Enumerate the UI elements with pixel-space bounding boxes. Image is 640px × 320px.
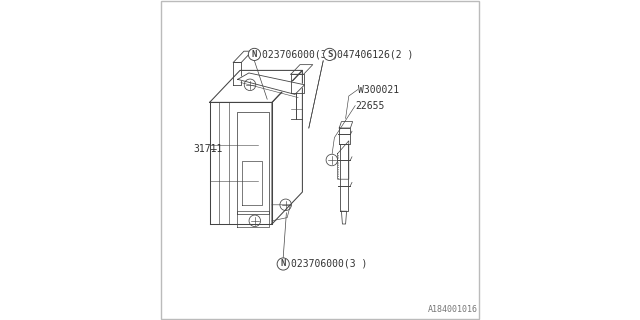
Circle shape <box>248 48 260 60</box>
Polygon shape <box>237 73 305 94</box>
Text: N: N <box>280 260 286 268</box>
Circle shape <box>277 258 289 270</box>
Text: W300021: W300021 <box>358 84 399 95</box>
Text: 22655: 22655 <box>355 100 385 111</box>
Text: A184001016: A184001016 <box>428 305 477 314</box>
Text: 023706000(3 ): 023706000(3 ) <box>291 259 367 269</box>
Text: N: N <box>252 50 257 59</box>
Text: 023706000(3 ): 023706000(3 ) <box>262 49 338 60</box>
Circle shape <box>324 48 336 60</box>
Text: S: S <box>327 50 332 59</box>
Text: 31711: 31711 <box>193 144 223 154</box>
Text: 047406126(2 ): 047406126(2 ) <box>337 49 413 60</box>
